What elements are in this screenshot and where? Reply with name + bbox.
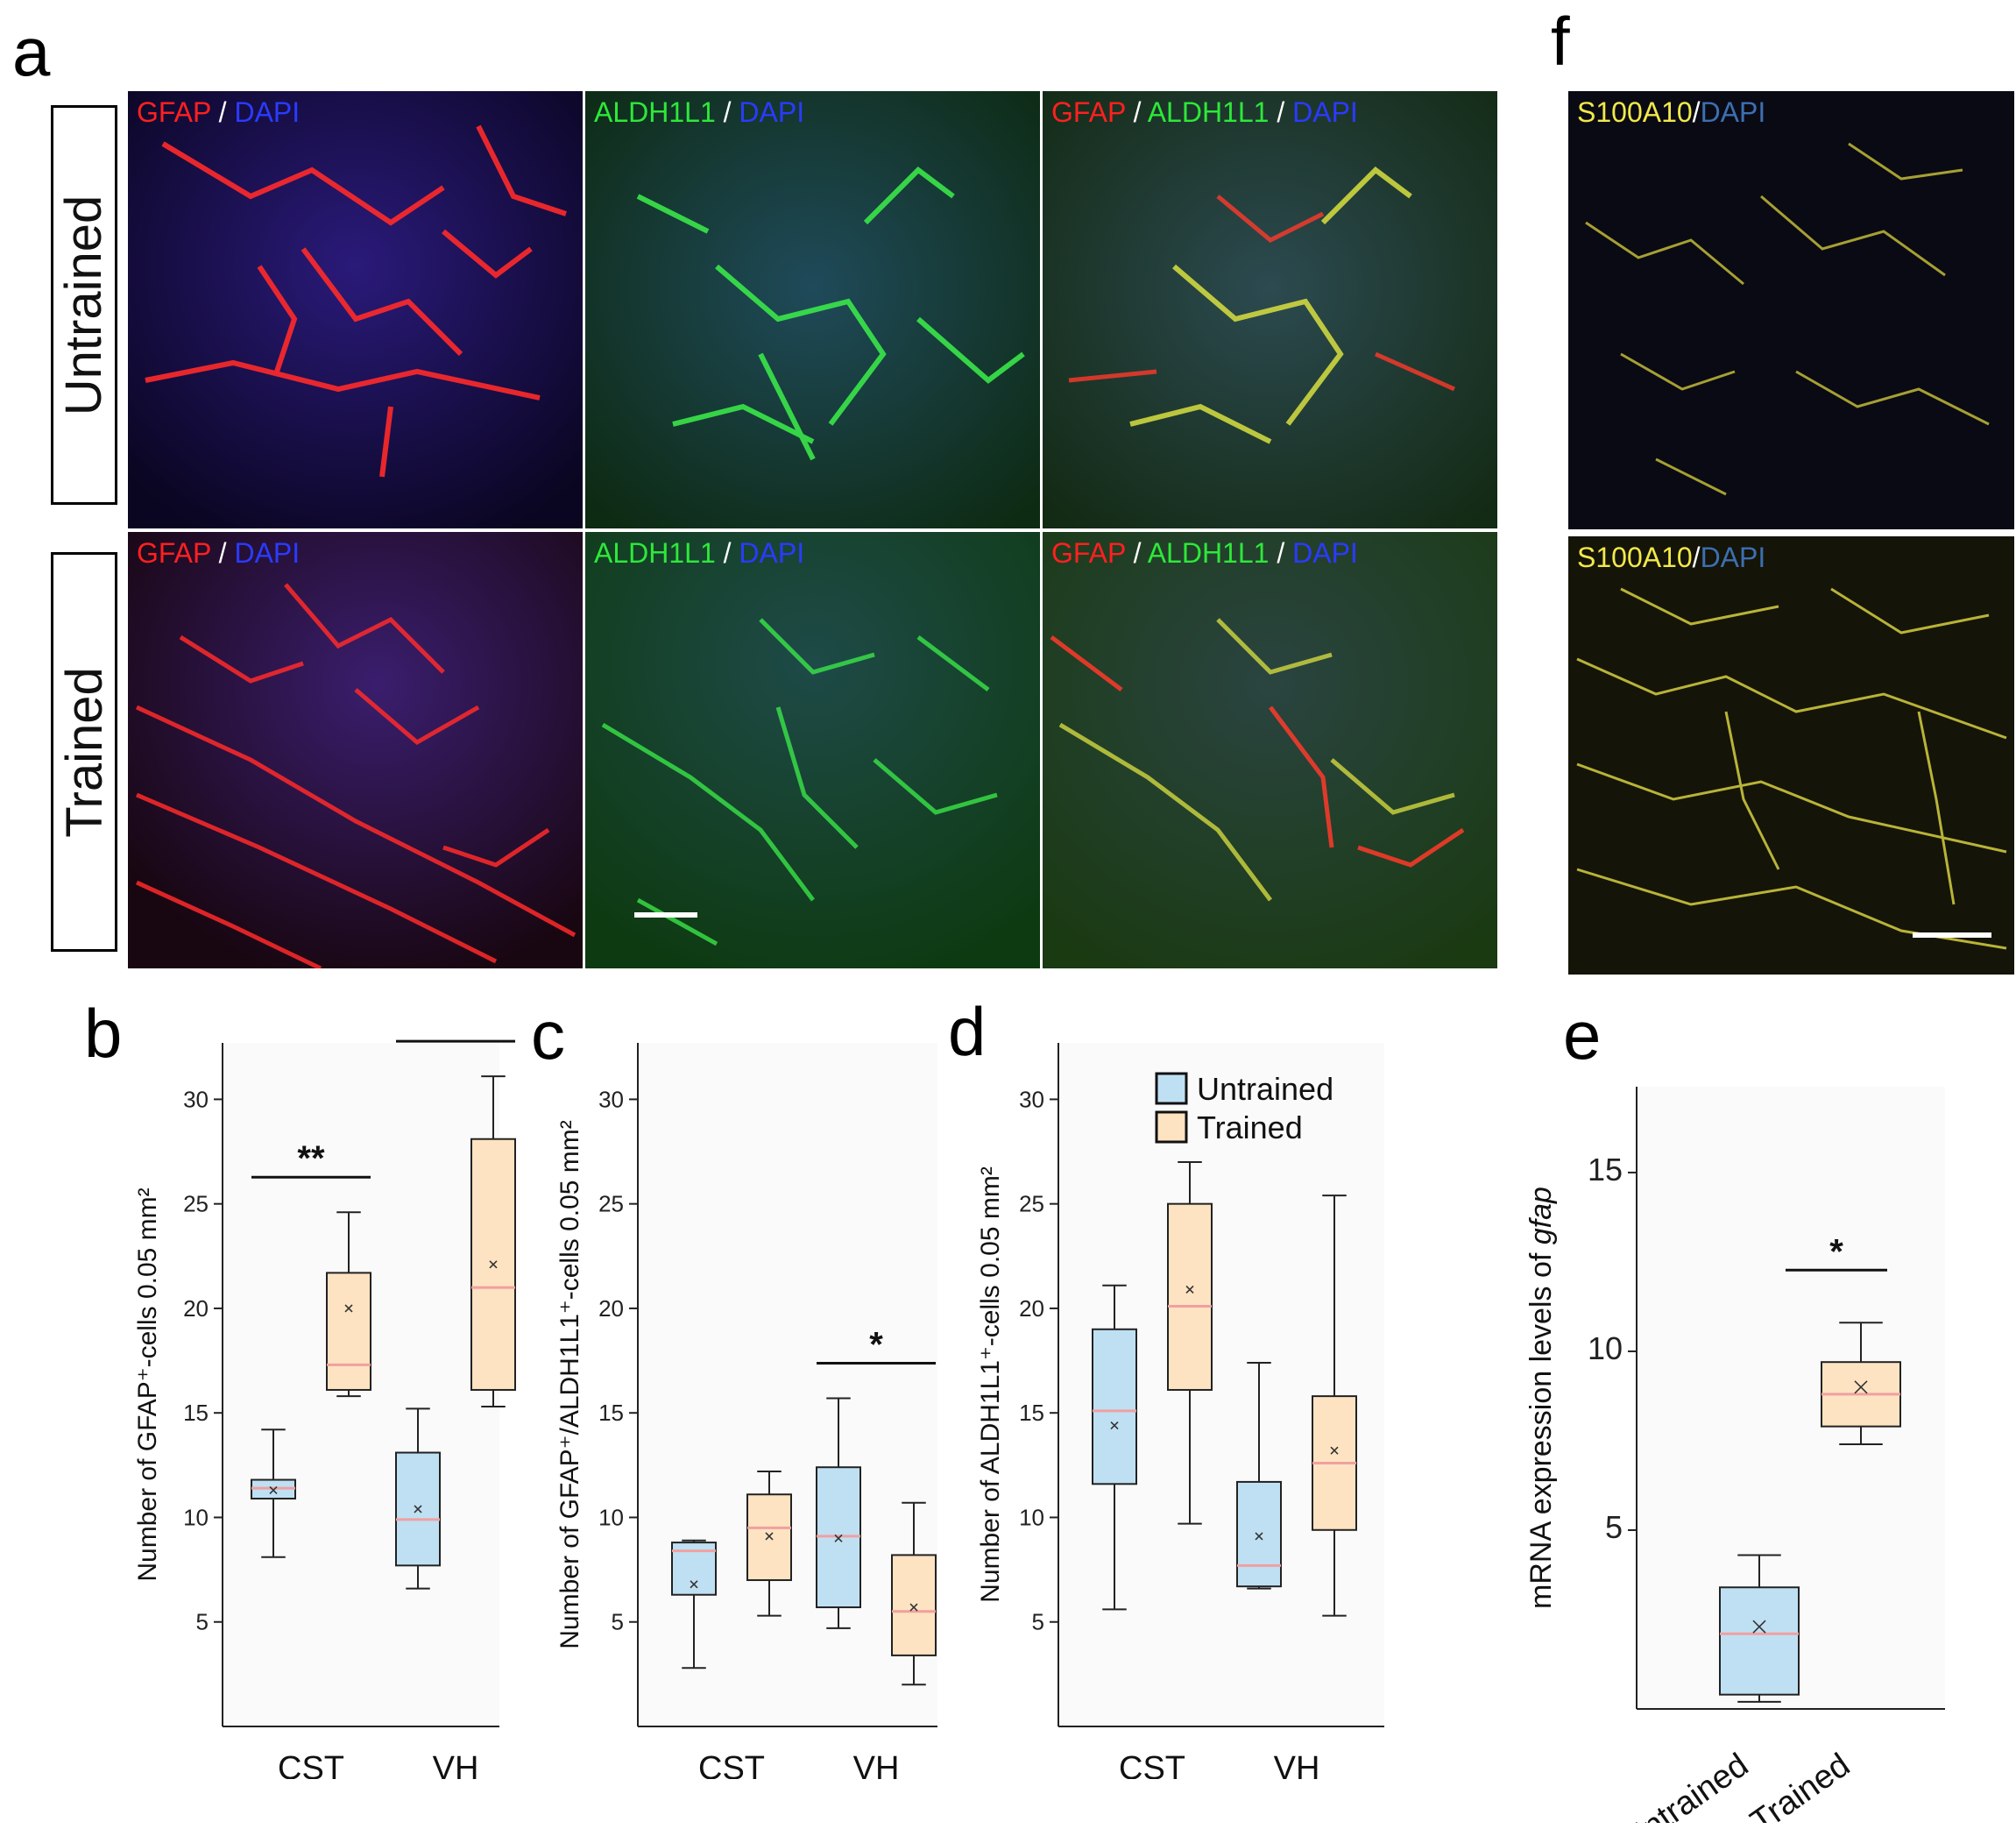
mean-marker — [1330, 1446, 1339, 1455]
row-label-untrained: Untrained — [51, 105, 117, 505]
y-tick-label: 5 — [1605, 1509, 1623, 1545]
panel-letter-c: c — [531, 996, 565, 1074]
y-axis-label: Number of GFAP⁺-cells 0.05 mm² — [133, 1187, 162, 1581]
x-category-label: VH — [1274, 1750, 1320, 1779]
y-axis-label-italic: gfap — [1524, 1187, 1558, 1244]
y-tick-label: 25 — [183, 1191, 209, 1217]
micro-label-untrained-aldh1l1: ALDH1L1 / DAPI — [594, 96, 805, 128]
scale-bar-f — [1913, 932, 1991, 938]
x-category-label: CST — [278, 1750, 344, 1779]
mean-marker — [344, 1304, 353, 1313]
x-category-label: Untrained — [1616, 1747, 1755, 1823]
row-label-trained-text: Trained — [55, 666, 113, 838]
panel-letter-d: d — [948, 993, 987, 1070]
row-label-trained: Trained — [51, 552, 117, 952]
significance-marker: * — [869, 1326, 883, 1365]
mean-marker — [690, 1580, 698, 1589]
micrograph-trained-aldh1l1: ALDH1L1 / DAPI — [585, 532, 1040, 968]
micrograph-untrained-aldh1l1: ALDH1L1 / DAPI — [585, 91, 1040, 528]
legend-swatch-trained — [1155, 1110, 1188, 1144]
micro-label-trained-merge: GFAP / ALDH1L1 / DAPI — [1051, 537, 1358, 569]
mean-marker — [834, 1534, 843, 1542]
box-untrained — [1719, 1586, 1800, 1696]
box-untrained — [1236, 1480, 1282, 1588]
y-tick-label: 5 — [196, 1609, 209, 1635]
chart-c-gfap-aldh1l1-cells: 5 10 15 20 25 30 Number of GFAP⁺/ALDH1L1⁺-cell… — [555, 1043, 937, 1779]
micrograph-f-untrained-s100a10: S100A10/DAPI — [1568, 91, 2014, 529]
y-tick-label: 20 — [1019, 1295, 1044, 1322]
significance-marker: * — [1829, 1232, 1843, 1271]
panel-letter-f: f — [1551, 3, 1570, 80]
x-category-label: CST — [1119, 1750, 1185, 1779]
mean-marker — [1752, 1620, 1766, 1634]
box-trained — [746, 1493, 792, 1582]
significance-marker: ** — [442, 1025, 470, 1042]
mean-marker — [765, 1532, 774, 1541]
y-tick-label: 30 — [183, 1086, 209, 1112]
x-category-label: VH — [853, 1750, 900, 1779]
x-category-label: CST — [698, 1750, 765, 1779]
mean-marker — [1255, 1532, 1263, 1541]
micrograph-trained-gfap: GFAP / DAPI — [128, 532, 583, 968]
chart-d-aldh1l1-cells: 5 10 15 20 25 30 Number of ALDH1L1⁺-cells 0.05… — [976, 1043, 1384, 1779]
micrograph-f-trained-s100a10: S100A10/DAPI — [1568, 536, 2014, 975]
y-tick-label: 15 — [183, 1400, 209, 1426]
scale-bar-a — [634, 912, 697, 918]
y-tick-label: 5 — [1032, 1609, 1044, 1635]
y-tick-label: 15 — [598, 1400, 624, 1426]
y-tick-label: 10 — [183, 1504, 209, 1530]
y-axis-label: mRNA expression levels of gfap — [1524, 1187, 1558, 1609]
x-category-label: VH — [433, 1750, 479, 1779]
legend-swatch-untrained — [1155, 1072, 1188, 1105]
box-trained — [326, 1272, 371, 1391]
y-tick-label: 10 — [1019, 1504, 1044, 1530]
micro-label-f-untrained: S100A10/DAPI — [1577, 96, 1766, 128]
y-axis-label: Number of GFAP⁺/ALDH1L1⁺-cells 0.05 mm² — [555, 1120, 584, 1649]
mean-marker — [1185, 1285, 1194, 1294]
panel-letter-a: a — [12, 13, 51, 90]
micro-label-trained-aldh1l1: ALDH1L1 / DAPI — [594, 537, 805, 569]
x-category-label: Trained — [1744, 1747, 1857, 1823]
chart-e-gfap-mrna: 5 10 15 mRNA expression levels of gfap Untra… — [1524, 1087, 1945, 1823]
significance-marker: ** — [297, 1139, 325, 1178]
y-tick-label: 10 — [598, 1504, 624, 1530]
micro-label-untrained-gfap: GFAP / DAPI — [137, 96, 301, 128]
mean-marker — [414, 1505, 422, 1514]
panel-letter-e: e — [1563, 996, 1602, 1074]
y-tick-label: 5 — [612, 1609, 624, 1635]
mean-marker — [489, 1260, 498, 1269]
y-tick-label: 25 — [598, 1191, 624, 1217]
micrograph-untrained-gfap: GFAP / DAPI — [128, 91, 583, 528]
row-label-untrained-text: Untrained — [55, 195, 113, 415]
mean-marker — [269, 1485, 278, 1495]
legend-label-untrained: Untrained — [1197, 1071, 1333, 1107]
y-tick-label: 15 — [1019, 1400, 1044, 1426]
plot-area — [638, 1043, 937, 1726]
mean-marker — [909, 1603, 918, 1612]
mean-marker — [1854, 1380, 1868, 1394]
mean-marker — [1110, 1421, 1119, 1430]
y-tick-label: 15 — [1588, 1152, 1623, 1187]
legend-label-trained: Trained — [1197, 1109, 1303, 1145]
box-untrained — [1092, 1328, 1137, 1485]
y-tick-label: 30 — [1019, 1086, 1044, 1112]
y-tick-label: 20 — [183, 1295, 209, 1322]
micro-label-trained-gfap: GFAP / DAPI — [137, 537, 301, 569]
micro-label-f-trained: S100A10/DAPI — [1577, 542, 1766, 573]
y-tick-label: 25 — [1019, 1191, 1044, 1217]
micro-label-untrained-merge: GFAP / ALDH1L1 / DAPI — [1051, 96, 1358, 128]
micrograph-trained-merge: GFAP / ALDH1L1 / DAPI — [1043, 532, 1497, 968]
box-trained — [891, 1554, 937, 1656]
micrograph-untrained-merge: GFAP / ALDH1L1 / DAPI — [1043, 91, 1497, 528]
y-axis-label: Number of ALDH1L1⁺-cells 0.05 mm² — [976, 1166, 1005, 1603]
panel-letter-b: b — [84, 995, 123, 1072]
y-tick-label: 30 — [598, 1086, 624, 1112]
chart-b-gfap-cells: 5 10 15 20 25 30 Number of GFAP⁺-cells 0.05 mm… — [133, 1025, 516, 1779]
box-trained — [1167, 1202, 1213, 1391]
y-tick-label: 10 — [1588, 1330, 1623, 1366]
y-tick-label: 20 — [598, 1295, 624, 1322]
